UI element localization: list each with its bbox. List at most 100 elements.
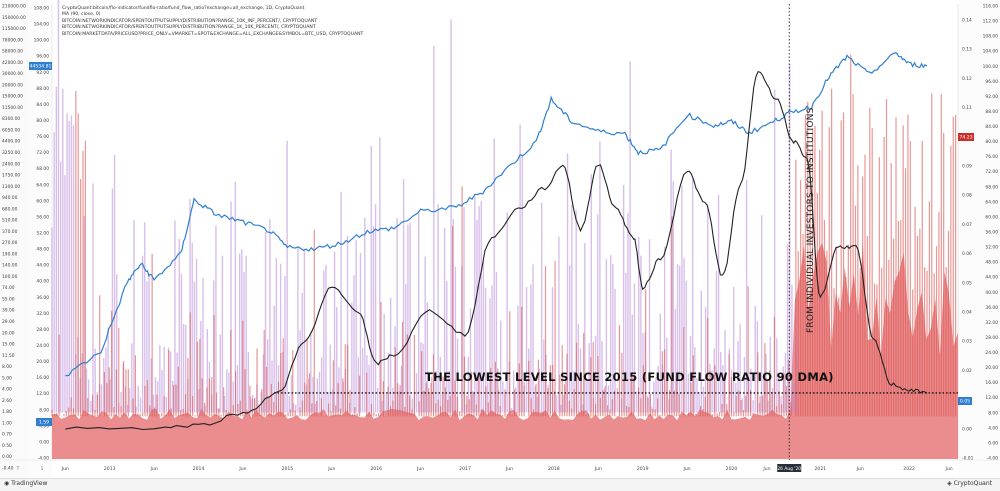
middle-axis-tick-label: 108.00 [34,6,50,12]
left-axis-tick-label: 2400.00 [2,161,20,167]
middle-axis-tick-label: 36.00 [36,295,49,301]
right-pct-tick-label: 44.00 [985,275,998,281]
x-axis-tick-label: 2015 [282,466,294,472]
left-axis-tick-label: 940.00 [2,195,18,201]
right-pct-tick-label: 0.00 [988,440,998,446]
middle-axis-tick-label: 80.00 [36,118,49,124]
middle-axis-tick-label: 44.00 [36,263,49,269]
badge-price-left-bg [29,62,52,70]
left-axis-tick-label: 20.00 [2,330,15,336]
left-axis-tick-label: 1.00 [2,420,12,426]
badge-right-blue: 0.05 [960,399,970,405]
annotation-institutions: FROM INDIVIDUAL INVESTORS TO INSTITUTION… [806,107,816,333]
x-axis-tick-label: Jun [238,466,246,472]
left-axis-tick-label: 55.00 [2,296,15,302]
middle-axis-tick-label: 52.00 [36,231,49,237]
middle-axis-band [28,0,52,478]
middle-axis-tick-label: 76.00 [36,134,49,140]
x-axis-tick-label: Jun [150,466,158,472]
left-axis-tick-label: 0.00 [2,454,12,460]
right-pct-tick-label: 92.00 [985,94,998,100]
badge-left-low-bg [36,418,52,426]
left-axis-band [0,0,28,478]
x-axis-date-marker-label: 26 Aug '20 [777,466,801,472]
right-pct-tick-label: 16.00 [985,380,998,386]
left-axis-tick-label: 0.70 [2,432,12,438]
left-axis-tick-label: 11500.00 [2,105,23,111]
x-axis-tick-label: Jun [327,466,335,472]
chart-footer: ◉ TradingView ◈ CryptoQuant [0,478,1000,491]
middle-axis-tick-label: 16.00 [36,375,49,381]
left-axis-tick-label: 1750.00 [2,173,20,179]
middle-axis-tick-label: 24.00 [36,343,49,349]
left-axis-tick-label: 8.00 [2,364,12,370]
right-axis-tick-label: 0.12 [962,76,972,82]
left-axis-tick-label: 1300.00 [2,184,20,190]
left-axis-tick-label: 30000.00 [2,71,23,77]
cryptoquant-label: CryptoQuant [953,480,992,487]
x-axis-tick-label: Jun [762,466,770,472]
left-axis-tick-label: 74.00 [2,285,15,291]
left-axis-tick-label: 2.60 [2,398,12,404]
left-axis-tick-label: 3250.00 [2,150,20,156]
x-axis-tick-label: Jun [945,466,953,472]
right-pct-tick-label: 24.00 [985,350,998,356]
right-pct-tick-label: 84.00 [985,124,998,130]
toolbar-button-1: 1 [41,466,44,472]
right-pct-tick-label: 56.00 [985,230,998,236]
middle-axis-tick-label: 40.00 [36,279,49,285]
left-axis-tick-label: 150000.00 [2,15,26,21]
x-axis-tick-label: 2019 [637,466,649,472]
x-axis-tick-label: 2018 [548,466,560,472]
x-axis-tick-label: Jun [856,466,864,472]
right-pct-tick-label: 60.00 [985,214,998,220]
middle-axis-tick-label: 88.00 [36,86,49,92]
right-pct-tick-label: 104.00 [983,49,999,55]
series-1k-10k-spikes [51,0,797,413]
middle-axis-tick-label: 72.00 [36,150,49,156]
badge-right-blue-bg [958,397,972,405]
left-axis-tick-label: 20000.00 [2,82,23,88]
right-axis-tick-label: 0.00 [962,426,972,432]
right-axis-tick-label: 0.08 [962,193,972,199]
badge-right-red: 74.23 [959,135,972,141]
left-axis-tick-label: 15.00 [2,342,15,348]
middle-axis-tick-label: 48.00 [36,247,49,253]
right-pct-tick-label: 8.00 [988,410,998,416]
annotation-lowest-level: THE LOWEST LEVEL SINCE 2015 (FUND FLOW R… [425,370,834,384]
tradingview-logo[interactable]: ◉ TradingView [4,480,48,487]
right-pct-tick-label: 100.00 [983,64,999,70]
right-axis-tick-label: 0.07 [962,222,972,228]
middle-axis-tick-label: 56.00 [36,214,49,220]
right-pct-tick-label: 32.00 [985,320,998,326]
right-pct-tick-label: 72.00 [985,169,998,175]
middle-axis-tick-label: 92.00 [36,70,49,76]
chart-svg: 210000.00150000.00115000.0078000.0058000… [0,0,1000,478]
right-axis-tick-label: 0.11 [962,105,972,111]
left-axis-tick-label: 0.50 [2,443,12,449]
middle-axis-tick-label: 96.00 [36,54,49,60]
cryptoquant-logo: ◈ CryptoQuant [947,480,992,487]
x-axis-tick-label: 2014 [193,466,205,472]
left-axis-tick-label: 15000.00 [2,94,23,100]
area-10k-base [52,242,958,460]
right-axis-tick-label: 0.04 [962,310,972,316]
x-axis-tick-label: 2017 [459,466,471,472]
badge-price-left: 44534.81 [30,64,52,70]
series-fund-flow-ma [65,71,928,431]
left-axis-tick-label: 6050.00 [2,127,20,133]
right-axis-band [958,0,1000,478]
left-axis-tick-label: 115000.00 [2,26,26,32]
x-axis-tick-label: Jun [682,466,690,472]
tradingview-label: TradingView [11,480,48,487]
middle-axis-tick-label: 64.00 [36,182,49,188]
left-axis-tick-label: 4400.00 [2,139,20,145]
left-axis-tick-label: 8300.00 [2,116,20,122]
right-axis-tick-label: 0.05 [962,280,972,286]
right-axis-tick-label: 0.13 [962,47,972,53]
badge-right-red-bg [958,133,974,141]
right-pct-tick-label: 112.00 [983,19,999,25]
middle-axis-tick-label: 60.00 [36,198,49,204]
left-axis-tick-label: 39.00 [2,308,15,314]
